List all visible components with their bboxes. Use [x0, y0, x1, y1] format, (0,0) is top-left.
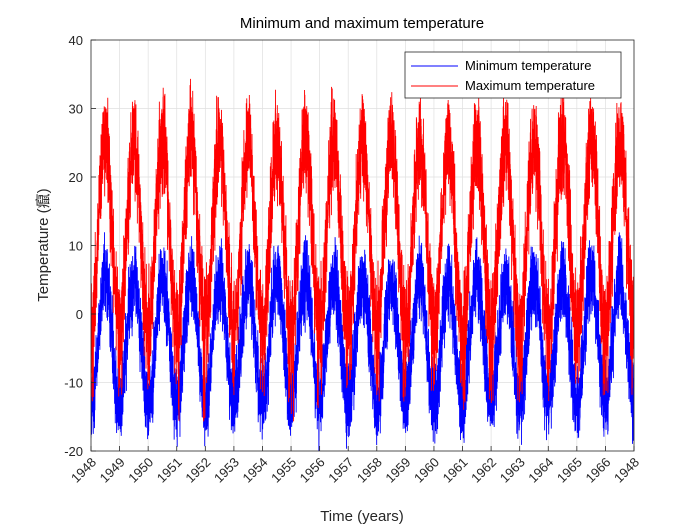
y-axis: -20 -10 0 10 20 30 40	[64, 33, 96, 459]
series-line-minimum	[91, 232, 634, 451]
series-layer	[91, 78, 634, 451]
chart-title: Minimum and maximum temperature	[240, 15, 484, 32]
y-tick-label: 10	[69, 239, 83, 254]
y-axis-label: Temperature (癙)	[35, 188, 52, 301]
y-tick-label: -20	[64, 444, 83, 459]
y-tick-label: -10	[64, 376, 83, 391]
legend-box	[404, 51, 622, 99]
y-tick-label: 40	[69, 33, 83, 48]
legend-label-maximum: Maximum temperature	[465, 78, 595, 93]
legend-label-minimum: Minimum temperature	[465, 58, 591, 73]
y-tick-label: 20	[69, 170, 83, 185]
x-axis-label: Time (years)	[320, 508, 404, 525]
y-tick-label: 0	[76, 307, 83, 322]
legend: Minimum temperature Maximum temperature	[404, 51, 622, 99]
series-line-maximum	[91, 78, 634, 422]
y-tick-label: 30	[69, 102, 83, 117]
